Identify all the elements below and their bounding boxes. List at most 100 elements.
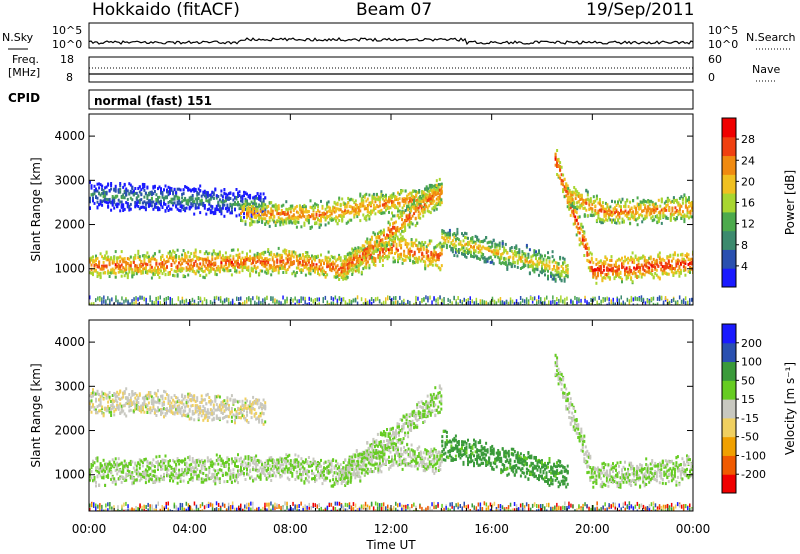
echo-cell	[98, 182, 101, 186]
echo-cell	[315, 263, 318, 267]
echo-cell	[123, 196, 126, 200]
echo-cell	[129, 190, 132, 194]
echo-cell	[606, 205, 609, 209]
echo-cell	[320, 223, 322, 227]
echo-cell	[465, 247, 468, 251]
echo-cell	[111, 195, 114, 198]
echo-cell	[598, 261, 601, 265]
echo-cell	[211, 262, 214, 266]
echo-cell	[601, 221, 604, 225]
echo-cell	[414, 224, 417, 228]
echo-cell	[351, 263, 354, 267]
echo-cell	[249, 202, 252, 206]
echo-cell	[585, 198, 588, 202]
echo-cell	[349, 262, 352, 266]
echo-cell	[149, 263, 152, 267]
echo-cell	[373, 244, 376, 248]
echo-cell	[533, 270, 536, 274]
echo-cell	[259, 260, 262, 264]
echo-cell	[312, 267, 315, 271]
echo-cell	[279, 264, 282, 268]
echo-cell	[381, 264, 384, 267]
echo-cell	[394, 194, 396, 198]
echo-cell	[211, 252, 214, 256]
echo-cell	[238, 190, 241, 194]
echo-cell	[545, 267, 548, 271]
echo-cell	[389, 206, 392, 210]
echo-cell	[265, 263, 268, 267]
echo-cell	[273, 214, 276, 218]
echo-cell	[563, 277, 566, 281]
echo-cell	[230, 273, 233, 277]
echo-cell	[557, 262, 560, 266]
echo-cell	[274, 255, 277, 258]
echo-cell	[179, 201, 182, 205]
echo-cell	[400, 255, 403, 258]
echo-cell	[642, 199, 645, 203]
echo-cell	[270, 209, 273, 213]
echo-cell	[614, 211, 616, 215]
noise-cell	[175, 303, 178, 305]
echo-cell	[369, 209, 372, 213]
echo-cell	[633, 266, 636, 270]
echo-cell	[311, 254, 313, 258]
echo-cell	[343, 260, 346, 264]
echo-cell	[102, 256, 105, 260]
echo-cell	[409, 196, 412, 200]
echo-cell	[474, 240, 477, 244]
echo-cell	[503, 246, 506, 250]
echo-cell	[317, 269, 319, 273]
echo-cell	[315, 213, 318, 216]
echo-cell	[226, 206, 229, 210]
echo-cell	[680, 216, 683, 220]
echo-cell	[656, 220, 659, 224]
echo-cell	[309, 266, 312, 270]
echo-cell	[150, 256, 153, 260]
echo-cell	[426, 206, 429, 210]
echo-cell	[218, 253, 221, 257]
echo-cell	[601, 279, 604, 283]
echo-cell	[612, 269, 614, 273]
echo-cell	[212, 212, 215, 216]
echo-cell	[353, 215, 356, 219]
echo-cell	[651, 268, 654, 272]
echo-cell	[102, 260, 105, 264]
echo-cell	[614, 221, 616, 224]
date-label: 19/Sep/2011	[586, 0, 695, 20]
echo-cell	[373, 232, 376, 236]
echo-cell	[271, 266, 274, 270]
echo-cell	[417, 206, 420, 210]
echo-cell	[601, 201, 604, 205]
echo-cell	[333, 200, 336, 204]
echo-cell	[291, 221, 294, 225]
echo-cell	[157, 200, 159, 204]
echo-cell	[141, 254, 144, 258]
echo-cell	[111, 197, 114, 200]
echo-cell	[122, 270, 125, 274]
echo-cell	[243, 212, 245, 215]
echo-cell	[401, 223, 404, 227]
echo-cell	[654, 209, 657, 213]
echo-cell	[655, 262, 658, 266]
echo-cell	[461, 246, 463, 250]
echo-cell	[672, 271, 675, 275]
echo-cell	[173, 201, 176, 205]
echo-cell	[107, 255, 110, 259]
echo-cell	[544, 254, 546, 258]
echo-cell	[592, 213, 595, 217]
echo-cell	[243, 204, 245, 208]
echo-cell	[397, 209, 399, 213]
echo-cell	[357, 208, 360, 211]
echo-cell	[503, 256, 506, 260]
echo-cell	[190, 189, 193, 193]
echo-cell	[647, 200, 650, 204]
echo-cell	[291, 215, 294, 219]
echo-cell	[357, 268, 360, 272]
echo-cell	[620, 205, 622, 209]
echo-cell	[611, 218, 613, 222]
echo-cell	[288, 253, 291, 257]
echo-cell	[618, 273, 620, 277]
echo-cell	[140, 271, 143, 275]
echo-cell	[227, 259, 230, 263]
echo-cell	[684, 259, 687, 263]
